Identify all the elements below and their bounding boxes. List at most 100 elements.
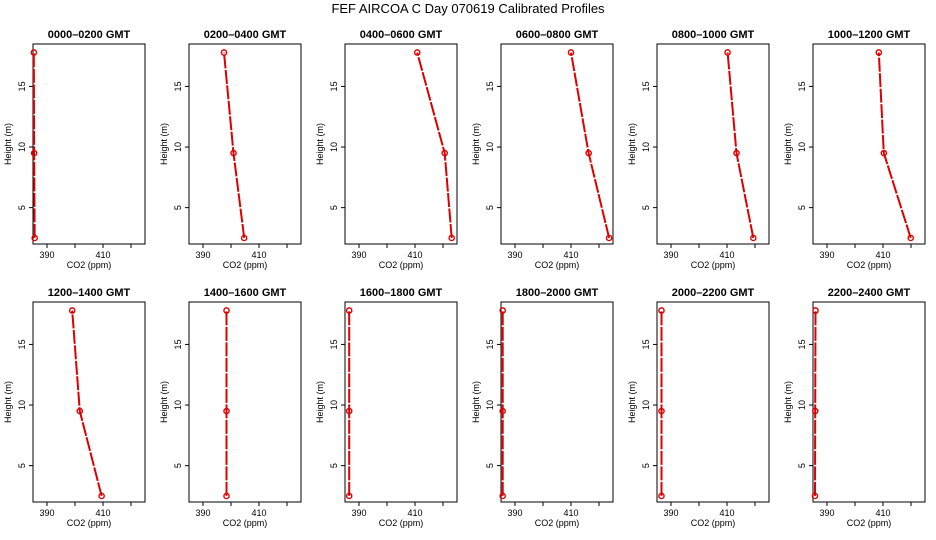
x-tick-label: 410 (719, 250, 734, 260)
x-tick-label: 390 (819, 508, 834, 518)
y-tick-label: 5 (173, 463, 183, 468)
panel-title: 1800–2000 GMT (516, 287, 599, 299)
plot-frame (188, 43, 302, 245)
y-tick-label: 10 (797, 400, 807, 410)
data-point (658, 407, 665, 415)
x-tick-label: 390 (39, 508, 54, 518)
y-tick-label: 15 (17, 81, 27, 91)
y-tick-label: 5 (329, 463, 339, 468)
x-tick-label: 410 (563, 508, 578, 518)
y-tick-label: 15 (797, 339, 807, 349)
y-tick-label: 10 (173, 142, 183, 152)
profile-panel: 0600–0800 GMT 390 410 5 10 15 CO2 (ppm) Height … (471, 29, 614, 270)
y-tick-label: 15 (485, 81, 495, 91)
plot-frame (500, 43, 614, 245)
y-tick-label: 10 (641, 142, 651, 152)
data-point (413, 49, 421, 56)
x-tick-label: 390 (351, 250, 366, 260)
y-tick-label: 5 (797, 463, 807, 468)
x-tick-label: 410 (407, 508, 422, 518)
x-axis-label: CO2 (ppm) (535, 260, 580, 270)
profile-panel: 0800–1000 GMT 390 410 5 10 15 CO2 (ppm) Height … (627, 29, 770, 270)
data-point (223, 492, 230, 500)
data-point (240, 234, 248, 242)
y-axis-label: Height (m) (783, 381, 793, 423)
x-axis-label: CO2 (ppm) (379, 518, 424, 528)
profile-panel: 0000–0200 GMT 390 410 5 10 15 CO2 (ppm) Height … (3, 29, 146, 270)
data-point (585, 149, 592, 157)
profile-panel: 1200–1400 GMT 390 410 5 10 15 CO2 (ppm) Height … (3, 287, 146, 528)
data-point (750, 234, 757, 242)
panel-title: 2200–2400 GMT (828, 287, 911, 299)
x-axis-label: CO2 (ppm) (67, 260, 112, 270)
data-point (733, 149, 740, 157)
data-point (658, 307, 665, 314)
y-tick-label: 10 (797, 142, 807, 152)
x-tick-label: 390 (351, 508, 366, 518)
data-point (875, 49, 883, 56)
plot-frame (812, 43, 926, 245)
y-tick-label: 15 (173, 339, 183, 349)
profile-panel: 0400–0600 GMT 390 410 5 10 15 CO2 (ppm) Height … (315, 29, 458, 270)
y-tick-label: 5 (173, 205, 183, 210)
x-axis-label: CO2 (ppm) (379, 260, 424, 270)
data-point (448, 234, 455, 242)
figure-title: FEF AIRCOA C Day 070619 Calibrated Profi… (331, 1, 605, 16)
y-tick-label: 10 (329, 142, 339, 152)
profile-panel: 0200–0400 GMT 390 410 5 10 15 CO2 (ppm) Height … (159, 29, 302, 270)
x-tick-label: 390 (819, 250, 834, 260)
panel-title: 0800–1000 GMT (672, 29, 755, 41)
x-tick-label: 410 (95, 508, 110, 518)
data-point (345, 407, 353, 415)
plot-frame (656, 43, 770, 245)
x-tick-label: 390 (663, 508, 678, 518)
y-tick-label: 5 (17, 463, 27, 468)
y-axis-label: Height (m) (159, 381, 169, 423)
y-axis-label: Height (m) (315, 123, 325, 165)
profile-panel: 1400–1600 GMT 390 410 5 10 15 CO2 (ppm) Height … (159, 287, 302, 528)
data-point (812, 307, 819, 314)
data-point (30, 49, 38, 56)
profile-line (71, 310, 103, 497)
y-tick-label: 15 (641, 81, 651, 91)
panel-title: 0000–0200 GMT (48, 29, 131, 41)
y-tick-label: 15 (485, 339, 495, 349)
y-tick-label: 10 (17, 142, 27, 152)
panel-title: 0200–0400 GMT (204, 29, 287, 41)
y-tick-label: 10 (641, 400, 651, 410)
plot-frame (812, 301, 926, 503)
profile-panel: 2200–2400 GMT 390 410 5 10 15 CO2 (ppm) Height … (783, 287, 926, 528)
y-tick-label: 5 (641, 205, 651, 210)
x-tick-label: 390 (507, 250, 522, 260)
y-tick-label: 10 (17, 400, 27, 410)
x-axis-label: CO2 (ppm) (691, 260, 736, 270)
x-tick-label: 390 (507, 508, 522, 518)
y-tick-label: 15 (641, 339, 651, 349)
data-point (98, 492, 105, 500)
panel-title: 0400–0600 GMT (360, 29, 443, 41)
plot-frame (32, 301, 146, 503)
x-tick-label: 390 (663, 250, 678, 260)
y-tick-label: 5 (485, 205, 495, 210)
data-point (220, 49, 228, 56)
y-axis-label: Height (m) (315, 381, 325, 423)
panel-title: 2000–2200 GMT (672, 287, 755, 299)
x-tick-label: 410 (251, 508, 266, 518)
y-tick-label: 5 (17, 205, 27, 210)
y-tick-label: 15 (797, 81, 807, 91)
profile-panel: 1800–2000 GMT 390 410 5 10 15 CO2 (ppm) Height … (471, 287, 614, 528)
profile-line (814, 310, 817, 496)
data-point (345, 307, 353, 314)
x-tick-label: 390 (195, 250, 210, 260)
y-tick-label: 5 (329, 205, 339, 210)
x-tick-label: 410 (251, 250, 266, 260)
profile-line (32, 52, 36, 238)
y-axis-label: Height (m) (627, 381, 637, 423)
x-axis-label: CO2 (ppm) (691, 518, 736, 528)
data-point (230, 149, 237, 157)
data-point (441, 149, 448, 157)
x-axis-label: CO2 (ppm) (223, 518, 268, 528)
y-axis-label: Height (m) (159, 123, 169, 165)
profile-line (223, 52, 246, 239)
